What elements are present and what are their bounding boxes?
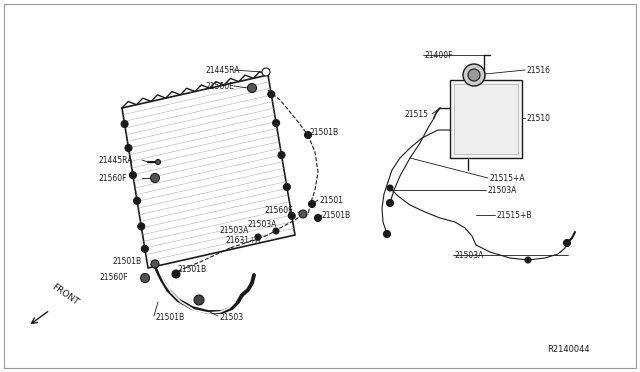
Text: 21501B: 21501B (155, 314, 184, 323)
Circle shape (151, 260, 159, 268)
Text: 21515+B: 21515+B (497, 211, 532, 219)
Circle shape (273, 119, 280, 126)
Text: 21503A: 21503A (455, 250, 484, 260)
Text: 21515: 21515 (405, 109, 429, 119)
Text: 21501B: 21501B (112, 257, 141, 266)
Circle shape (463, 64, 485, 86)
Bar (450, 80, 522, 158)
Circle shape (134, 197, 141, 204)
Text: 21510: 21510 (527, 113, 551, 122)
Text: 21560E: 21560E (206, 81, 235, 90)
Circle shape (121, 121, 128, 128)
Text: 21501B: 21501B (322, 211, 351, 219)
Circle shape (150, 173, 159, 183)
Circle shape (138, 223, 145, 230)
Text: 21501B: 21501B (310, 128, 339, 137)
Text: 21445RA: 21445RA (98, 155, 132, 164)
Circle shape (278, 151, 285, 158)
Circle shape (141, 245, 148, 252)
Circle shape (387, 199, 394, 206)
Text: FRONT: FRONT (50, 282, 80, 307)
Text: R2140044: R2140044 (547, 346, 590, 355)
Circle shape (255, 234, 261, 240)
Circle shape (299, 210, 307, 218)
Circle shape (156, 160, 161, 164)
Circle shape (288, 212, 295, 219)
Text: 21501B: 21501B (178, 266, 207, 275)
Circle shape (262, 68, 270, 76)
Text: 21516: 21516 (527, 65, 551, 74)
Bar (454, 84, 518, 154)
Circle shape (268, 91, 275, 98)
Text: 21503A: 21503A (220, 225, 250, 234)
Text: 21503A: 21503A (488, 186, 517, 195)
Circle shape (525, 257, 531, 263)
Text: 21445RA: 21445RA (206, 65, 241, 74)
Circle shape (248, 83, 257, 93)
Circle shape (172, 270, 180, 278)
Circle shape (383, 231, 390, 237)
Circle shape (141, 273, 150, 282)
Circle shape (194, 295, 204, 305)
Circle shape (125, 144, 132, 151)
Circle shape (308, 201, 316, 208)
Text: 21501: 21501 (320, 196, 344, 205)
Circle shape (314, 215, 321, 221)
Text: 21560F: 21560F (98, 173, 127, 183)
Text: 21503: 21503 (220, 314, 244, 323)
Circle shape (273, 228, 279, 234)
Circle shape (387, 185, 393, 191)
Text: 21560F: 21560F (99, 273, 127, 282)
Text: 21631+A: 21631+A (226, 235, 262, 244)
Circle shape (129, 172, 136, 179)
Text: 21400F: 21400F (425, 51, 454, 60)
Text: 21515+A: 21515+A (490, 173, 525, 183)
Circle shape (563, 240, 570, 247)
Circle shape (468, 69, 480, 81)
Circle shape (284, 183, 291, 190)
Text: 21560E: 21560E (265, 205, 294, 215)
Text: 21503A: 21503A (248, 219, 277, 228)
Circle shape (305, 131, 312, 138)
